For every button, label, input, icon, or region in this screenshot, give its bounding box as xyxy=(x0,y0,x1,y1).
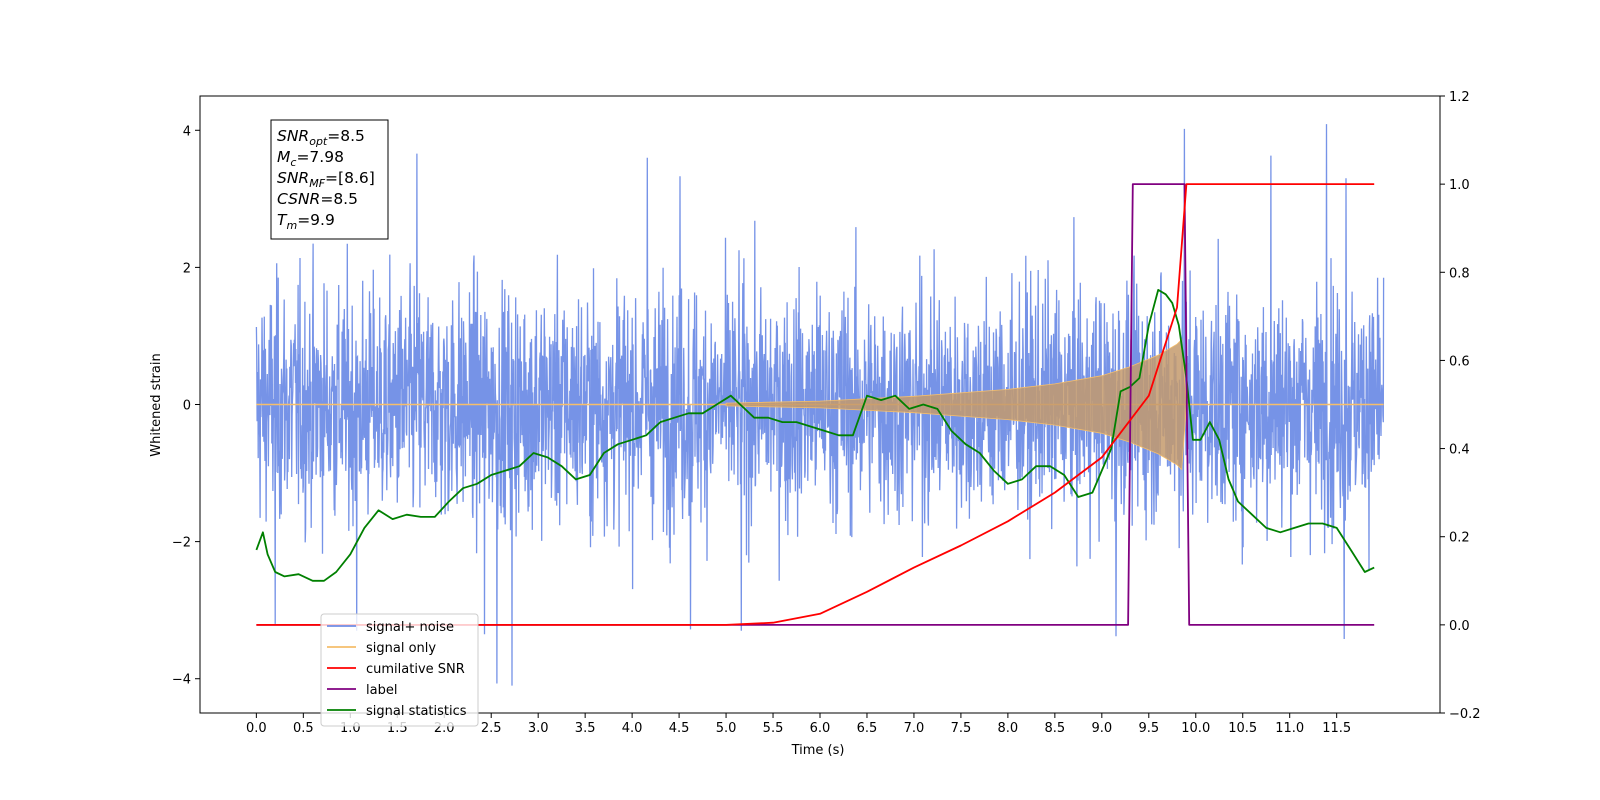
x-tick-label: 8.0 xyxy=(998,721,1019,736)
x-tick-label: 11.0 xyxy=(1275,721,1304,736)
series-signal-noise-line xyxy=(255,124,1385,686)
plot-area xyxy=(255,124,1385,686)
metric-line: SNRopt=8.5 xyxy=(277,127,365,148)
legend-frame xyxy=(320,613,479,727)
x-tick-label: 4.5 xyxy=(669,721,690,736)
legend-label: label xyxy=(366,683,397,698)
metric-subscript: m xyxy=(286,219,297,232)
legend-label: cumilative SNR xyxy=(366,662,465,677)
y2-tick-label: 0.4 xyxy=(1449,443,1470,458)
x-tick-label: 5.0 xyxy=(716,721,737,736)
y-tick-label: 2 xyxy=(183,261,191,276)
y-tick-label: 4 xyxy=(183,124,191,139)
metric-value: =8.5 xyxy=(320,190,358,208)
y-axis-left: −4 −2 0 2 4 xyxy=(172,124,200,688)
metric-name: SNR xyxy=(277,127,309,145)
metric-line: SNRMF=[8.6] xyxy=(277,169,375,190)
y-tick-label: 0 xyxy=(183,399,191,414)
metrics-box-frame xyxy=(270,119,389,240)
x-tick-label: 9.5 xyxy=(1138,721,1159,736)
metric-subscript: opt xyxy=(309,135,328,148)
metric-value: =[8.6] xyxy=(325,169,375,187)
legend-label: signal only xyxy=(366,641,436,656)
x-tick-label: 0.0 xyxy=(246,721,267,736)
y-tick-label: −2 xyxy=(172,536,191,551)
x-tick-label: 3.5 xyxy=(575,721,596,736)
x-tick-label: 7.5 xyxy=(951,721,972,736)
x-tick-label: 6.5 xyxy=(857,721,878,736)
x-tick-label: 8.5 xyxy=(1045,721,1066,736)
y2-tick-label: 1.2 xyxy=(1449,90,1470,105)
y2-tick-label: 1.0 xyxy=(1449,178,1470,193)
metric-subscript: c xyxy=(290,156,296,169)
x-axis-title: Time (s) xyxy=(791,743,845,758)
y2-tick-label: 0.8 xyxy=(1449,266,1470,281)
legend-label: signal+ noise xyxy=(366,620,454,635)
x-tick-label: 5.5 xyxy=(763,721,784,736)
metric-line: Mc=7.98 xyxy=(277,148,344,169)
x-tick-label: 9.0 xyxy=(1091,721,1112,736)
legend-label: signal statistics xyxy=(366,704,467,719)
x-tick-label: 10.5 xyxy=(1228,721,1257,736)
metric-name: SNR xyxy=(277,169,309,187)
metrics-annotation-box: SNRopt=8.5Mc=7.98SNRMF=[8.6]CSNR=8.5Tm=9… xyxy=(270,119,389,240)
metric-value: =9.9 xyxy=(297,211,335,229)
metric-name: CSNR xyxy=(277,190,320,208)
x-tick-label: 11.5 xyxy=(1322,721,1351,736)
x-tick-label: 6.0 xyxy=(810,721,831,736)
y2-tick-label: 0.2 xyxy=(1449,531,1470,546)
metric-name: M xyxy=(277,148,290,166)
y-tick-label: −4 xyxy=(172,673,191,688)
y2-tick-label: −0.2 xyxy=(1449,707,1481,722)
legend: signal+ noise signal only cumilative SNR la… xyxy=(320,613,479,727)
series-cumulative-snr-line xyxy=(256,183,1375,626)
metric-value: =7.98 xyxy=(296,148,344,166)
x-tick-label: 4.0 xyxy=(622,721,643,736)
x-tick-label: 0.5 xyxy=(293,721,314,736)
x-tick-label: 2.5 xyxy=(481,721,502,736)
metric-value: =8.5 xyxy=(327,127,365,145)
x-tick-label: 3.0 xyxy=(528,721,549,736)
y2-tick-label: 0.0 xyxy=(1449,619,1470,634)
y-axis-right: −0.2 0.0 0.2 0.4 0.6 0.8 1.0 1.2 xyxy=(1440,90,1481,722)
y-axis-title: Whitened strain xyxy=(149,353,164,456)
series-label-line xyxy=(256,183,1375,626)
series-signal-statistics-line xyxy=(255,289,1375,582)
metric-line: Tm=9.9 xyxy=(277,211,335,232)
y2-tick-label: 0.6 xyxy=(1449,354,1470,369)
x-tick-label: 10.0 xyxy=(1181,721,1210,736)
metric-name: T xyxy=(277,211,288,229)
x-tick-label: 7.0 xyxy=(904,721,925,736)
metric-line: CSNR=8.5 xyxy=(277,190,358,208)
metric-subscript: MF xyxy=(309,177,325,190)
